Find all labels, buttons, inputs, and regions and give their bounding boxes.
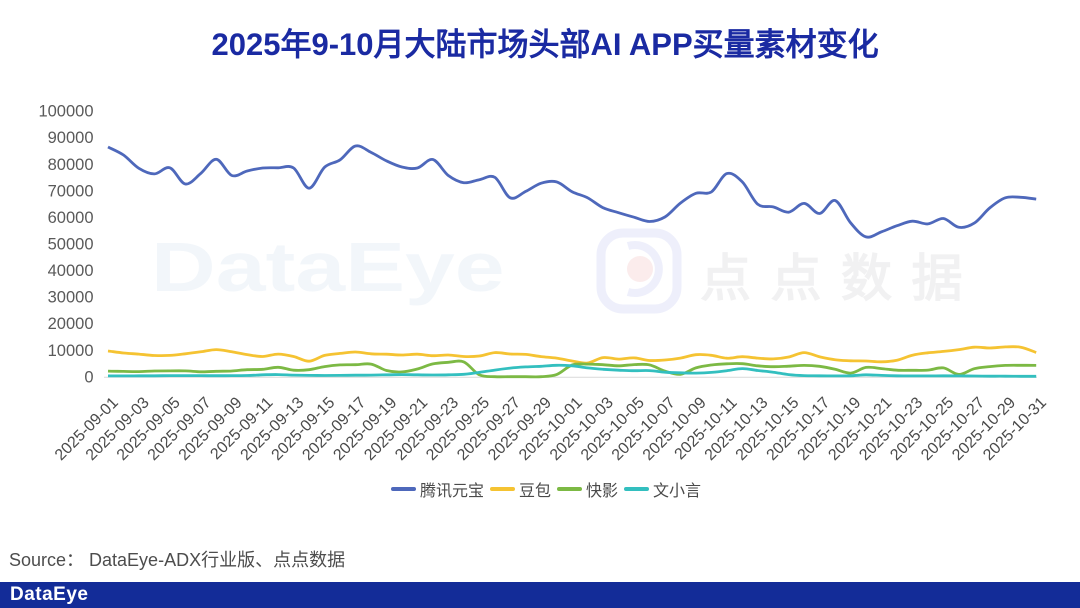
svg-text:点点数据: 点点数据	[700, 250, 982, 307]
svg-text:70000: 70000	[48, 182, 94, 200]
svg-text:100000: 100000	[38, 103, 93, 121]
svg-text:40000: 40000	[48, 262, 94, 280]
svg-text:30000: 30000	[48, 289, 94, 307]
svg-text:60000: 60000	[48, 209, 94, 227]
svg-text:90000: 90000	[48, 129, 94, 147]
svg-text:50000: 50000	[48, 236, 94, 254]
svg-text:0: 0	[84, 368, 93, 386]
svg-text:10000: 10000	[48, 342, 94, 360]
svg-text:20000: 20000	[48, 315, 94, 333]
svg-text:80000: 80000	[48, 156, 94, 174]
